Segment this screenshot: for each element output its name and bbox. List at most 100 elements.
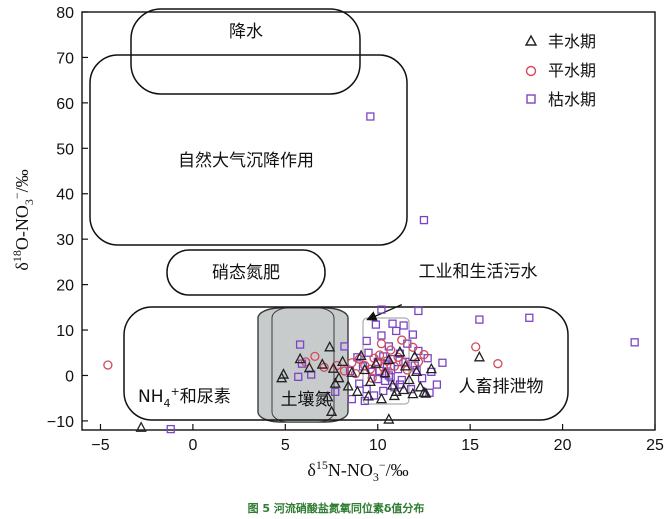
- point-flood-season: [355, 349, 367, 361]
- point-flood-season: [276, 371, 288, 383]
- point-dry-season: [414, 306, 423, 316]
- point-normal-season: [382, 356, 392, 366]
- label-nh4-urea: NH4+和尿素: [138, 385, 231, 410]
- point-dry-season: [401, 357, 410, 366]
- point-dry-season: [166, 424, 175, 434]
- point-normal-season: [367, 373, 377, 383]
- point-flood-season: [388, 389, 400, 401]
- y-tick-label: 70: [56, 50, 74, 67]
- point-flood-season: [375, 392, 388, 404]
- label-nh4-sup: +: [171, 385, 180, 398]
- legend-dry-season: 枯水期: [548, 90, 596, 109]
- point-normal-season: [310, 351, 320, 362]
- y-tick-label: 40: [56, 187, 74, 204]
- point-dry-season: [392, 326, 401, 336]
- x-tick-label: 5: [281, 437, 290, 454]
- point-dry-season: [403, 339, 412, 348]
- y-axis-label: δ18O-NO3−/‰: [10, 169, 36, 270]
- y-tick-label: 30: [56, 232, 74, 249]
- point-dry-season: [417, 374, 427, 383]
- point-normal-season: [398, 358, 409, 368]
- point-normal-season: [397, 335, 407, 345]
- point-normal-season: [386, 345, 396, 355]
- point-dry-season: [373, 374, 382, 384]
- point-normal-season: [419, 349, 429, 360]
- y-tick-label: 60: [56, 96, 74, 113]
- point-flood-season: [420, 387, 432, 398]
- point-dry-season: [362, 336, 371, 346]
- point-dry-season: [388, 319, 397, 328]
- point-dry-season: [438, 358, 447, 367]
- point-flood-season: [398, 383, 410, 395]
- region-nitrate-fertilizer: [166, 249, 326, 296]
- point-flood-season: [362, 389, 375, 401]
- point-flood-season: [337, 355, 349, 366]
- point-normal-season: [393, 352, 403, 362]
- point-flood-season: [399, 360, 412, 371]
- label-nh4-sub: 4: [164, 397, 171, 410]
- y-tick-label: −10: [47, 414, 74, 431]
- legend-normal-season: 平水期: [548, 61, 596, 80]
- point-dry-season: [379, 386, 388, 396]
- point-dry-season: [355, 379, 364, 388]
- point-dry-season: [475, 315, 484, 324]
- point-flood-season: [473, 350, 485, 362]
- point-flood-season: [333, 371, 345, 383]
- point-flood-season: [403, 373, 415, 385]
- point-flood-season: [322, 390, 334, 402]
- point-flood-season: [303, 361, 315, 373]
- x-tick-label: 25: [646, 437, 664, 454]
- y-tick-label: 80: [56, 5, 74, 22]
- point-dry-season: [331, 387, 340, 396]
- label-manure: 人畜排泄物: [459, 377, 544, 397]
- x-tick-label: −5: [91, 437, 109, 454]
- point-flood-season: [409, 350, 421, 362]
- point-dry-season: [408, 330, 418, 339]
- point-normal-season: [408, 342, 418, 352]
- point-dry-season: [630, 338, 639, 347]
- point-flood-season: [342, 379, 354, 391]
- region-atmospheric: [89, 54, 408, 246]
- point-flood-season: [383, 413, 395, 424]
- point-flood-season: [327, 362, 339, 373]
- plot-frame: [81, 11, 656, 431]
- point-flood-season: [364, 375, 376, 386]
- point-dry-season: [525, 313, 534, 322]
- point-dry-season: [340, 342, 349, 351]
- y-tick-label: 0: [65, 368, 74, 385]
- figure-caption: 图 5 河流硝酸盐氮氧同位素δ值分布: [247, 502, 425, 515]
- point-normal-season: [103, 360, 113, 370]
- x-tick-label: 10: [369, 437, 387, 454]
- axis-ticks: −5 0 5 10 15 20 25 −10 0 10 20 30 40 50 60 70 80: [47, 5, 664, 454]
- point-flood-season: [359, 363, 371, 375]
- point-dry-season: [377, 305, 386, 314]
- point-dry-season: [364, 348, 373, 357]
- point-normal-season: [493, 359, 503, 369]
- point-flood-season: [351, 385, 363, 396]
- point-flood-season: [418, 386, 430, 397]
- point-flood-season: [370, 357, 382, 368]
- y-tick-label: 10: [56, 323, 74, 340]
- x-axis-label: δ15N-NO3−/‰: [307, 458, 408, 484]
- point-dry-season: [295, 340, 305, 349]
- point-dry-season: [353, 353, 362, 362]
- x-tick-label: 20: [554, 437, 572, 454]
- x-tick-label: 15: [461, 437, 479, 454]
- label-sewage: 工业和生活污水: [419, 262, 538, 282]
- label-nitrate-fertilizer: 硝态氮肥: [212, 263, 280, 283]
- point-dry-season: [371, 320, 381, 329]
- point-dry-season: [377, 331, 386, 340]
- point-dry-season: [294, 372, 303, 381]
- point-dry-season: [432, 380, 442, 389]
- point-flood-season: [135, 421, 147, 432]
- x-tick-label: 0: [188, 437, 197, 454]
- point-dry-season: [399, 321, 408, 330]
- point-dry-season: [419, 215, 429, 225]
- point-flood-season: [294, 352, 306, 364]
- scatter-chart: −5 0 5 10 15 20 25 −10 0 10 20 30 40 50 60 70 80 δ15N-NO…: [10, 5, 664, 484]
- point-flood-season: [324, 340, 336, 352]
- point-flood-season: [316, 358, 328, 369]
- legend-marker-dry: [526, 94, 536, 104]
- point-flood-season: [410, 365, 423, 376]
- y-tick-label: 50: [56, 141, 74, 158]
